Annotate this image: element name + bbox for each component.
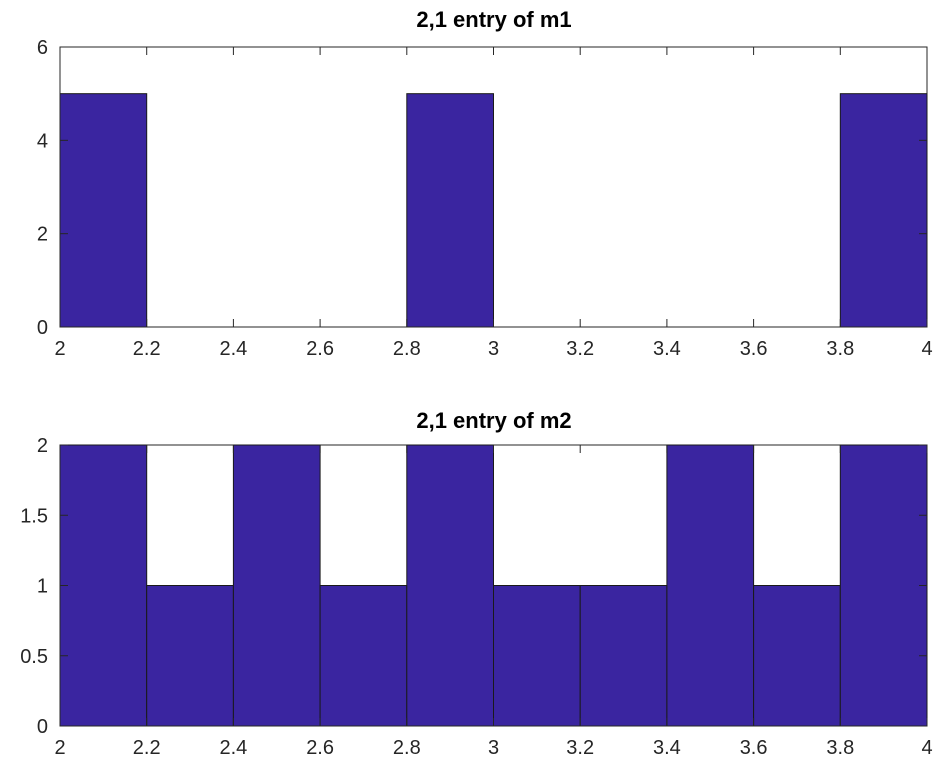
y-tick-label: 2 — [37, 224, 48, 246]
histogram-bar — [493, 585, 581, 727]
chart-title: 2,1 entry of m1 — [416, 7, 571, 32]
histogram-panel-m2: 2,1 entry of m2 2 2.2 2.4 2.6 2.8 3 3.2 3.4 3.6 3… — [20, 408, 932, 759]
histogram-bar — [839, 93, 928, 328]
x-tick-label: 3.2 — [566, 737, 594, 759]
y-tick-label: 1 — [37, 576, 48, 598]
x-tick-label: 4 — [921, 737, 932, 759]
histogram-bar — [319, 585, 408, 727]
histogram-bar — [406, 444, 494, 727]
histogram-bar — [232, 444, 321, 727]
y-tick-label: 0 — [37, 317, 48, 339]
x-tick-label: 2.4 — [219, 737, 247, 759]
chart-title: 2,1 entry of m2 — [416, 408, 571, 433]
bar-series — [59, 93, 928, 328]
x-tick-label: 3.8 — [826, 338, 854, 360]
x-tick-label: 2.8 — [393, 737, 421, 759]
x-tick-label: 2.2 — [133, 737, 161, 759]
x-tick-label: 3 — [488, 737, 499, 759]
histogram-bar — [59, 444, 148, 727]
histogram-bar — [753, 585, 841, 727]
bar-series — [59, 444, 928, 727]
x-tick-label: 3.8 — [826, 737, 854, 759]
y-tick-label: 1.5 — [20, 505, 48, 527]
histogram-panel-m1: 2,1 entry of m1 2 2.2 2.4 2.6 2.8 3 3.2 3.4 3.6 3… — [37, 7, 933, 360]
histogram-bar — [59, 93, 148, 328]
histogram-bar — [406, 93, 494, 328]
histogram-bar — [666, 444, 755, 727]
x-tick-label: 3.6 — [740, 737, 768, 759]
x-tick-label: 2 — [54, 338, 65, 360]
x-tick-label: 3.4 — [653, 737, 681, 759]
y-tick-label: 0.5 — [20, 646, 48, 668]
x-tick-label: 3.6 — [740, 338, 768, 360]
x-tick-label: 3.2 — [566, 338, 594, 360]
x-tick-label: 2.6 — [306, 737, 334, 759]
x-tick-label: 2.8 — [393, 338, 421, 360]
y-tick-label: 6 — [37, 37, 48, 59]
x-tick-label: 3 — [488, 338, 499, 360]
x-tick-label: 4 — [921, 338, 932, 360]
histogram-bar — [579, 585, 668, 727]
y-tick-label: 0 — [37, 716, 48, 738]
histogram-bar — [146, 585, 234, 727]
x-tick-label: 2.4 — [219, 338, 247, 360]
x-tick-label: 2.2 — [133, 338, 161, 360]
histogram-bar — [839, 444, 928, 727]
x-tick-label: 2 — [54, 737, 65, 759]
y-tick-label: 4 — [37, 130, 48, 152]
y-tick-label: 2 — [37, 435, 48, 457]
x-tick-label: 2.6 — [306, 338, 334, 360]
x-tick-label: 3.4 — [653, 338, 681, 360]
